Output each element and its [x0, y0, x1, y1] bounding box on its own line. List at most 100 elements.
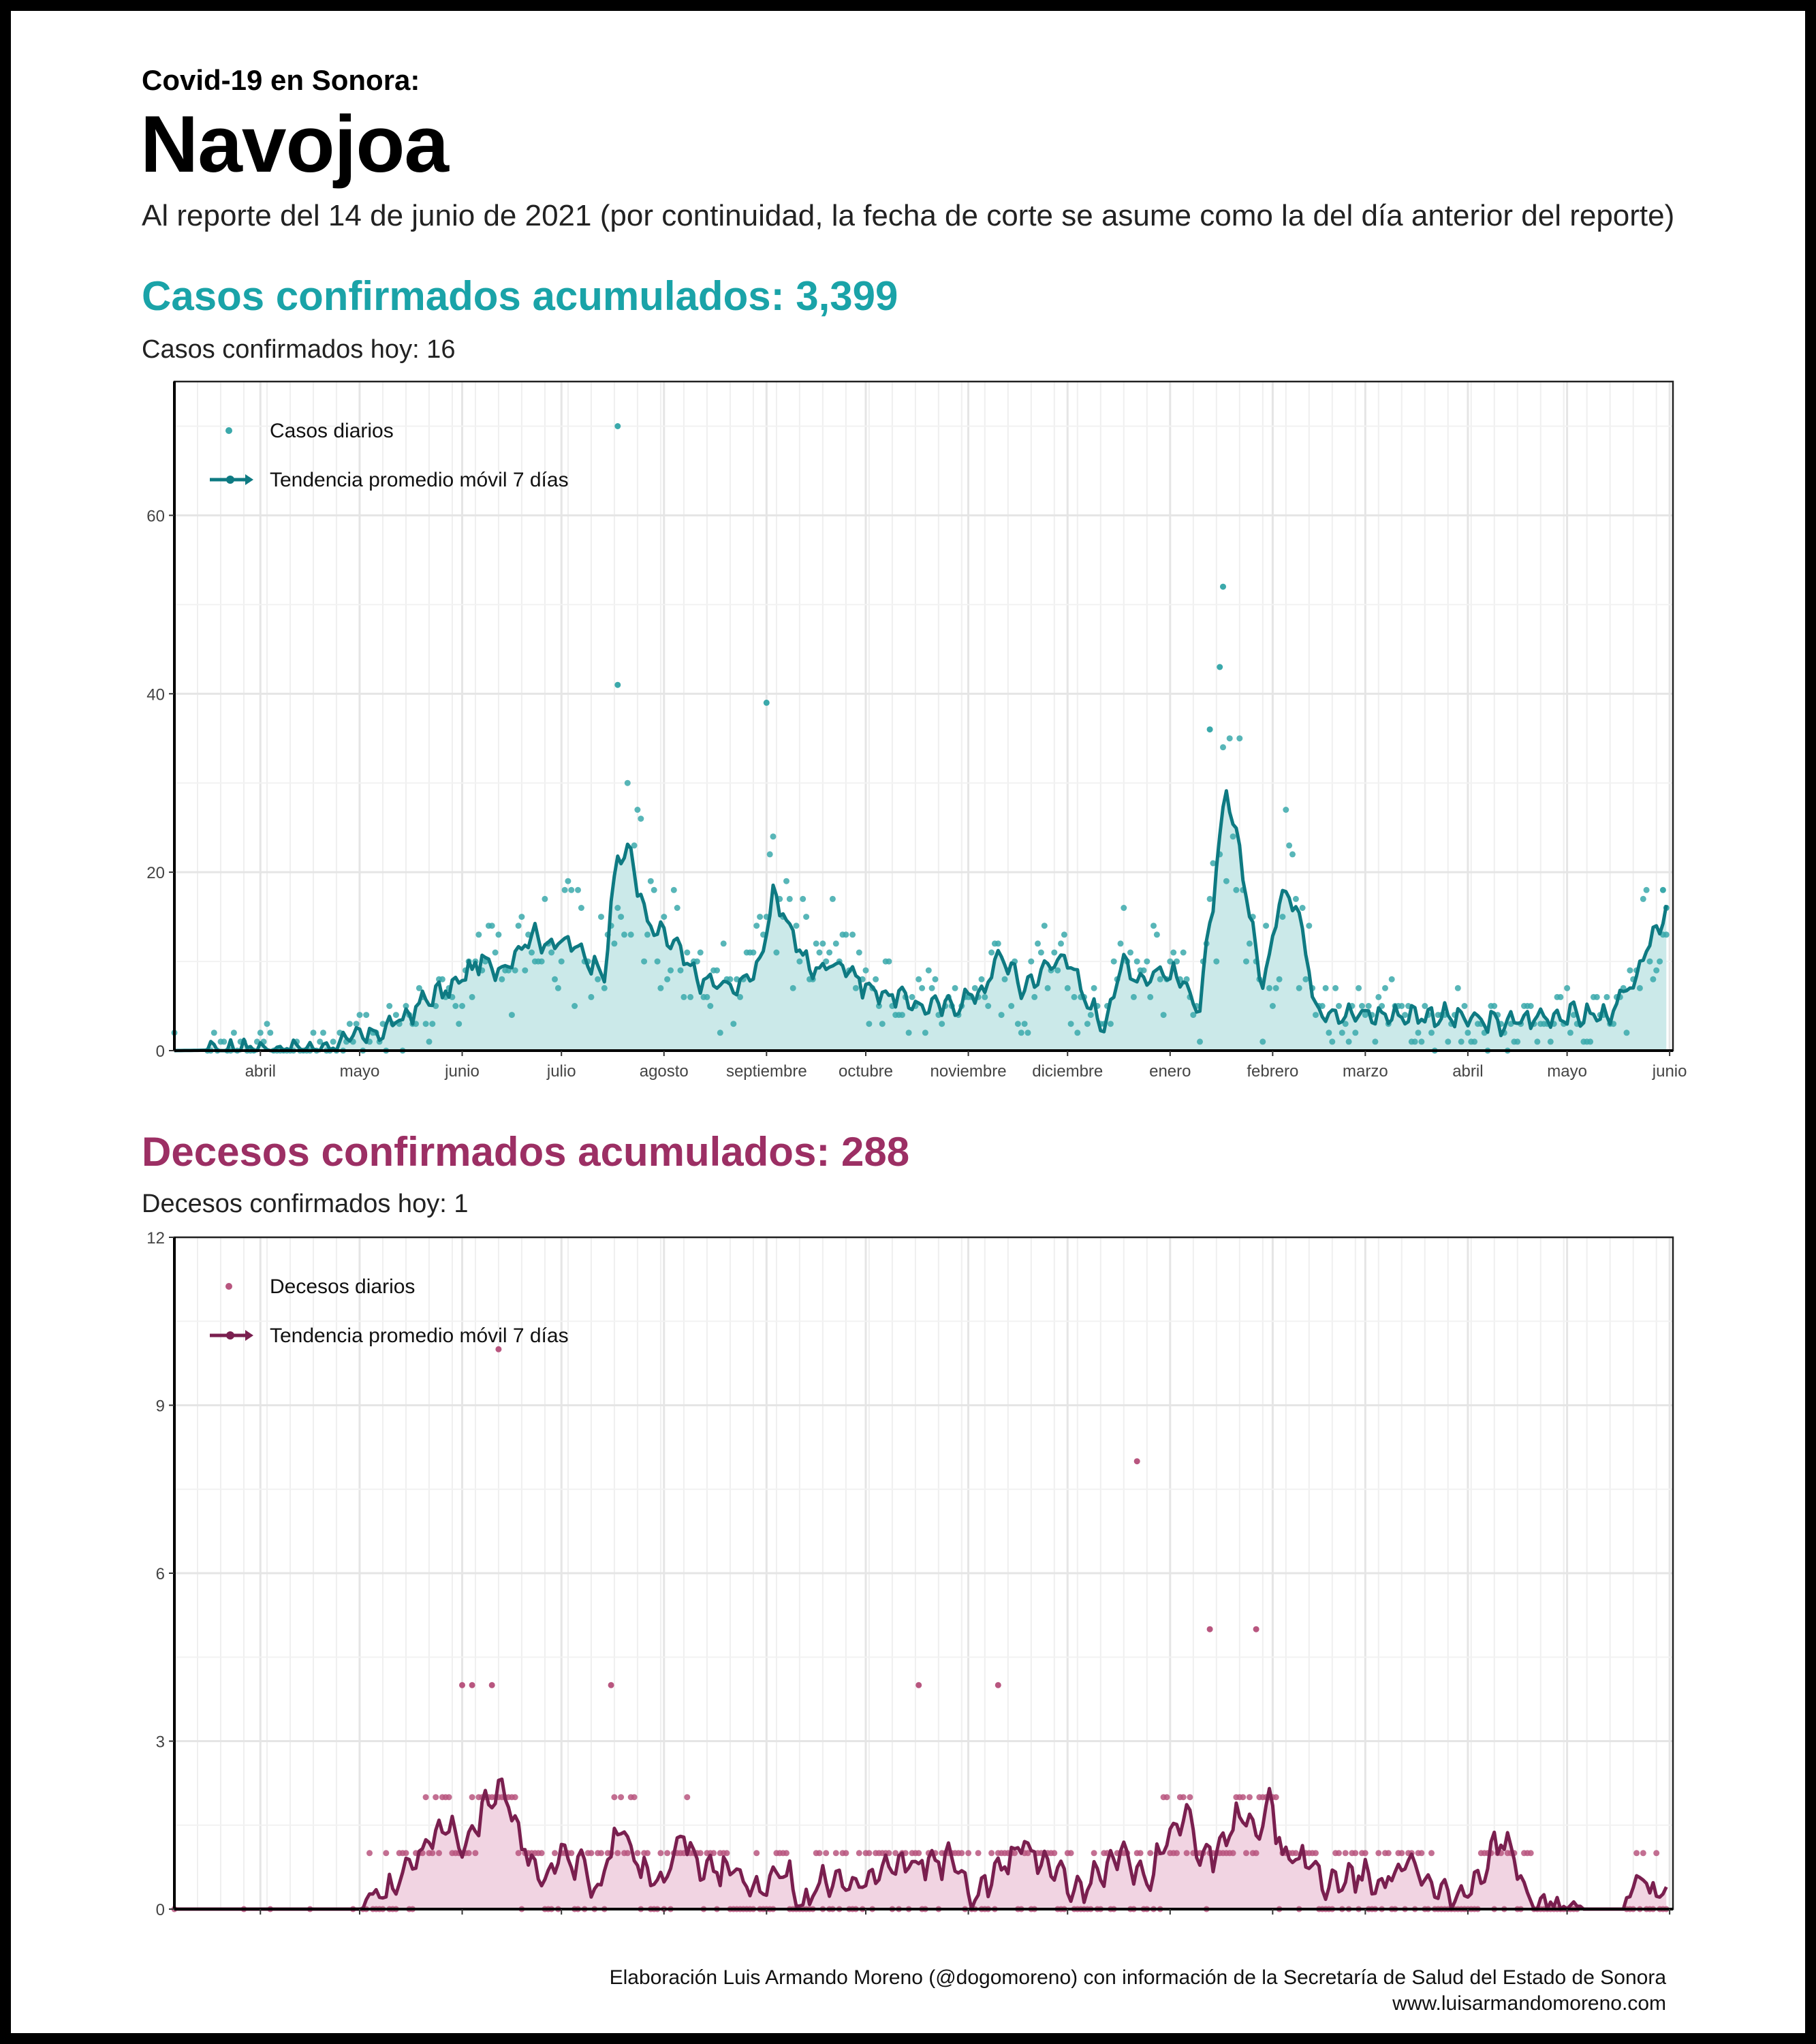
daily-point: [1356, 985, 1362, 991]
daily-point: [356, 1012, 363, 1019]
daily-point: [1322, 985, 1329, 991]
daily-point: [1147, 1850, 1154, 1857]
daily-point: [684, 949, 691, 956]
daily-point: [958, 1850, 965, 1857]
daily-point: [852, 985, 859, 991]
daily-point: [568, 886, 575, 893]
daily-point: [905, 1029, 912, 1036]
daily-point: [1246, 1794, 1253, 1801]
daily-point: [1259, 1038, 1266, 1045]
daily-point: [982, 993, 988, 1000]
daily-point-peak: [608, 1682, 614, 1688]
daily-point: [1418, 1850, 1425, 1857]
page-subtitle: Al reporte del 14 de junio de 2021 (por …: [142, 199, 1675, 232]
daily-point: [552, 976, 558, 982]
daily-point-peak: [488, 1682, 495, 1688]
y-tick-label: 20: [146, 864, 165, 882]
daily-point: [1051, 949, 1058, 956]
daily-point-peak: [995, 1682, 1001, 1688]
daily-point: [1375, 993, 1382, 1000]
daily-point: [866, 1850, 873, 1857]
x-tick-label: septiembre: [726, 1062, 807, 1081]
daily-point: [488, 923, 495, 929]
daily-point: [366, 1850, 373, 1857]
daily-point: [1338, 1029, 1345, 1036]
daily-point: [1398, 1003, 1405, 1009]
daily-point: [1375, 1850, 1382, 1857]
daily-point: [823, 958, 830, 965]
daily-point: [717, 1029, 723, 1036]
daily-point: [1445, 1038, 1452, 1045]
daily-point: [1326, 1029, 1332, 1036]
daily-point-peak: [915, 1682, 922, 1688]
daily-point: [1352, 1029, 1359, 1036]
daily-point: [515, 923, 522, 929]
y-tick-label: 3: [156, 1733, 165, 1752]
daily-point: [737, 993, 743, 1000]
daily-point: [657, 1850, 664, 1857]
daily-point: [1240, 1794, 1247, 1801]
daily-point: [1243, 958, 1249, 965]
daily-point: [714, 967, 720, 974]
daily-point: [495, 931, 502, 938]
daily-point: [1051, 1850, 1058, 1857]
daily-point: [1074, 1029, 1081, 1036]
x-tick-label: julio: [546, 1062, 576, 1081]
daily-point: [221, 1038, 228, 1045]
daily-point: [1226, 735, 1233, 742]
daily-point: [538, 1850, 545, 1857]
legend-arrow: [245, 1330, 253, 1341]
daily-point: [1418, 1038, 1425, 1045]
x-tick-label: noviembre: [930, 1062, 1007, 1081]
daily-point-peak: [1206, 726, 1213, 733]
daily-point: [1174, 1850, 1180, 1857]
daily-point: [829, 895, 836, 902]
daily-point: [1037, 949, 1044, 956]
daily-point: [1411, 1038, 1418, 1045]
daily-point: [1633, 1850, 1640, 1857]
daily-point: [783, 1850, 789, 1857]
daily-point: [978, 976, 985, 982]
daily-point: [971, 985, 978, 991]
daily-point: [1028, 958, 1035, 965]
daily-point: [1054, 967, 1061, 974]
daily-point: [939, 1021, 945, 1027]
daily-point: [664, 1850, 671, 1857]
daily-point: [1233, 886, 1240, 893]
daily-point: [403, 1850, 409, 1857]
x-tick-label: agosto: [640, 1062, 689, 1081]
daily-point-peak: [1217, 664, 1223, 670]
daily-point: [693, 958, 700, 965]
daily-point: [856, 949, 862, 956]
daily-point: [1253, 1850, 1259, 1857]
daily-point: [1160, 1012, 1167, 1019]
daily-point: [757, 914, 764, 920]
daily-point: [1210, 860, 1217, 867]
daily-point: [753, 923, 760, 929]
daily-point: [1084, 1021, 1091, 1027]
daily-point: [1388, 976, 1395, 982]
daily-point: [832, 940, 839, 947]
daily-point: [575, 886, 581, 893]
y-tick-label: 60: [146, 507, 165, 525]
daily-point: [793, 923, 800, 929]
daily-point: [1299, 905, 1306, 911]
daily-point: [1041, 923, 1048, 929]
daily-point: [1461, 1003, 1468, 1009]
daily-point-peak: [495, 1346, 502, 1352]
daily-point: [1306, 923, 1313, 929]
daily-point: [1024, 1850, 1031, 1857]
daily-point: [965, 1850, 972, 1857]
daily-point: [426, 1038, 433, 1045]
deaths-today: Decesos confirmados hoy: 1: [142, 1190, 469, 1218]
deaths-chart: 036912abrilmayojuniojulioagostoseptiembr…: [146, 1229, 1674, 1916]
daily-point: [611, 940, 618, 947]
daily-point: [1058, 940, 1064, 947]
daily-point: [1110, 958, 1117, 965]
daily-point: [1180, 949, 1187, 956]
daily-point: [1640, 895, 1646, 902]
daily-point: [773, 949, 780, 956]
daily-point: [1180, 1794, 1187, 1801]
daily-point: [1336, 1850, 1342, 1857]
daily-point: [975, 1850, 982, 1857]
